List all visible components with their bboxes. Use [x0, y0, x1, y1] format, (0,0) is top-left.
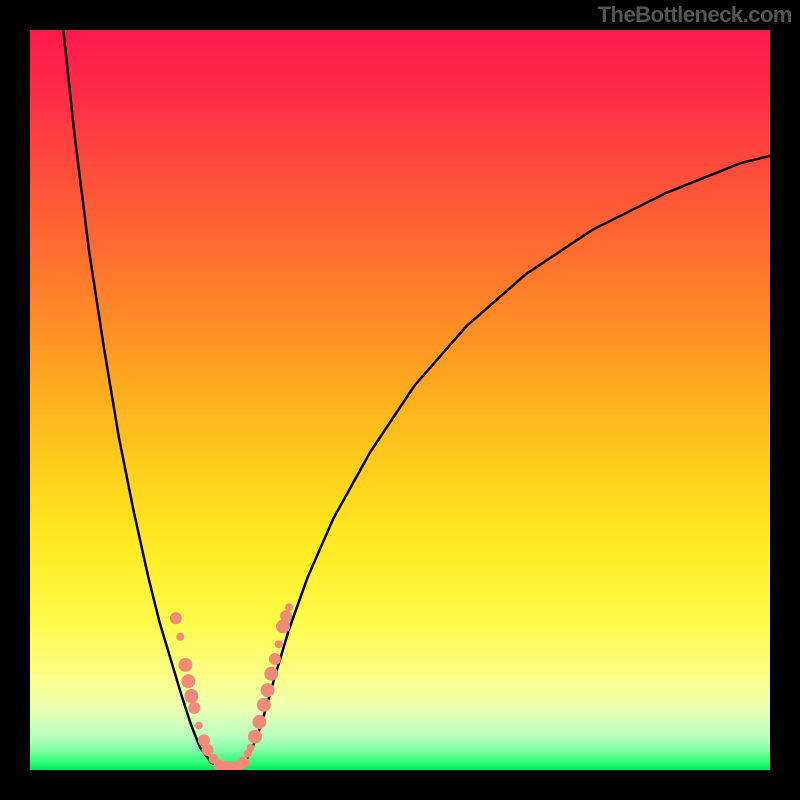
marker-point — [247, 744, 255, 752]
marker-group — [170, 603, 293, 770]
marker-point — [285, 603, 293, 611]
marker-point — [261, 683, 275, 697]
marker-point — [188, 702, 200, 714]
marker-point — [264, 667, 278, 681]
curve-layer — [30, 30, 770, 770]
bottleneck-curve-right — [237, 156, 770, 769]
watermark-text: TheBottleneck.com — [598, 2, 792, 28]
marker-point — [237, 757, 249, 769]
marker-point — [170, 612, 182, 624]
marker-point — [257, 698, 271, 712]
marker-point — [269, 653, 281, 665]
marker-point — [184, 689, 198, 703]
bottleneck-curve-left — [63, 30, 222, 769]
marker-point — [176, 633, 184, 641]
plot-area — [30, 30, 770, 770]
marker-point — [252, 715, 266, 729]
marker-point — [275, 640, 283, 648]
marker-point — [181, 674, 195, 688]
marker-point — [280, 610, 292, 622]
marker-point — [195, 722, 203, 730]
marker-point — [248, 730, 262, 744]
marker-point — [178, 658, 192, 672]
